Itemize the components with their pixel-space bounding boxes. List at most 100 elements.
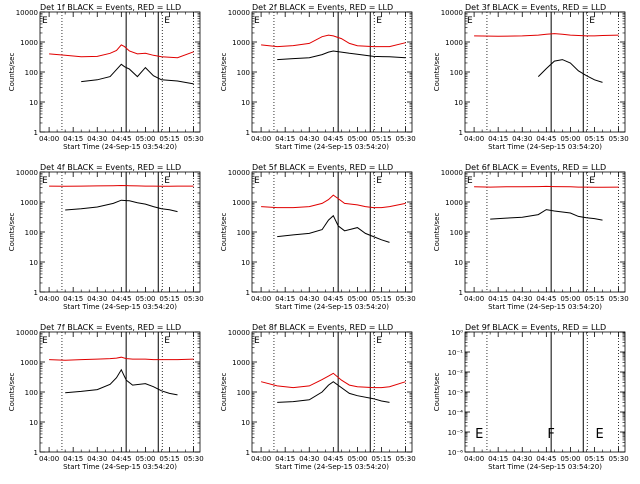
y-tick-label: 10000 (16, 329, 38, 337)
y-tick-label: 1000 (445, 199, 463, 207)
x-tick-label: 04:45 (536, 295, 556, 303)
mode-marker-label: E (376, 176, 382, 186)
x-tick-label: 04:15 (488, 455, 508, 463)
lld-series-line (474, 185, 619, 188)
x-tick-label: 04:30 (512, 455, 532, 463)
panel-det-3f: Det 3f BLACK = Events, RED = LLD 1 10 100 10… (433, 3, 629, 151)
mode-marker-label: E (376, 16, 382, 26)
panel-det-8f: Det 8f BLACK = Events, RED = LLD 1 10 100 10… (220, 323, 416, 471)
x-tick-label: 04:00 (39, 135, 59, 143)
x-tick-label: 04:45 (111, 135, 131, 143)
x-tick-label: 04:00 (464, 295, 484, 303)
mode-marker-label: E (467, 16, 473, 26)
panel-title: Det 9f BLACK = Events, RED = LLD (465, 323, 606, 332)
mode-marker-label: E (589, 176, 595, 186)
plot-frame (251, 331, 413, 453)
events-series-line (81, 63, 194, 85)
panel-det-9f: Det 9f BLACK = Events, RED = LLD 10⁻⁶ 10⁻⁵… (433, 323, 629, 471)
x-tick-label: 04:15 (488, 295, 508, 303)
y-tick-label: 1000 (232, 199, 250, 207)
panel-title: Det 4f BLACK = Events, RED = LLD (40, 163, 181, 172)
x-axis-label: Start Time (24-Sep-15 03:54:20) (63, 463, 177, 471)
mode-marker-label: E (254, 176, 260, 186)
y-tick-label: 10000 (228, 169, 250, 177)
x-tick-label: 04:45 (111, 295, 131, 303)
mode-marker-label: E (376, 336, 382, 346)
x-tick-label: 05:15 (584, 455, 604, 463)
y-tick-label: 10 (29, 99, 38, 107)
mode-marker-label: E (589, 16, 595, 26)
x-tick-label: 04:00 (251, 455, 271, 463)
panel-title: Det 5f BLACK = Events, RED = LLD (252, 163, 393, 172)
y-axis-label: Counts/sec (433, 213, 441, 252)
mode-marker-label: E (164, 176, 170, 186)
x-tick-label: 05:30 (608, 295, 628, 303)
panel-title: Det 8f BLACK = Events, RED = LLD (252, 323, 393, 332)
y-axis-label: Counts/sec (8, 53, 16, 92)
x-tick-label: 04:45 (323, 295, 343, 303)
y-tick-label: 10 (29, 259, 38, 267)
y-axis-label: Counts/sec (220, 53, 228, 92)
x-tick-label: 05:30 (608, 455, 628, 463)
x-tick-label: 04:30 (87, 295, 107, 303)
x-tick-label: 04:45 (536, 455, 556, 463)
y-tick-label: 10000 (228, 329, 250, 337)
y-tick-label: 10⁻⁶ (448, 449, 464, 457)
x-tick-label: 05:30 (608, 135, 628, 143)
x-tick-label: 04:30 (299, 135, 319, 143)
x-tick-label: 04:15 (63, 455, 83, 463)
panel-det-2f: Det 2f BLACK = Events, RED = LLD 1 10 100 10… (220, 3, 416, 151)
y-tick-label: 10 (241, 259, 250, 267)
y-tick-label: 100 (450, 69, 463, 77)
y-tick-label: 100 (25, 229, 38, 237)
x-tick-label: 04:15 (63, 135, 83, 143)
panel-title: Det 3f BLACK = Events, RED = LLD (465, 3, 606, 12)
y-tick-label: 10000 (228, 9, 250, 17)
panel-title: Det 2f BLACK = Events, RED = LLD (252, 3, 393, 12)
mode-marker-label: E (254, 16, 260, 26)
x-tick-label: 04:30 (512, 295, 532, 303)
x-tick-label: 05:30 (183, 295, 203, 303)
y-tick-label: 100 (237, 69, 250, 77)
x-tick-label: 05:30 (395, 455, 415, 463)
panel-title: Det 1f BLACK = Events, RED = LLD (40, 3, 181, 12)
x-tick-label: 05:30 (183, 135, 203, 143)
x-tick-label: 05:00 (347, 295, 367, 303)
events-series-line (65, 199, 178, 213)
y-tick-label: 100 (237, 229, 250, 237)
events-series-line (490, 209, 603, 221)
plot-frame (39, 11, 201, 133)
y-tick-label: 1000 (20, 359, 38, 367)
y-tick-label: 10⁻¹ (448, 349, 464, 357)
lld-series-line (49, 356, 194, 361)
events-series-line (277, 50, 406, 61)
plot-frame (251, 171, 413, 293)
y-tick-label: 10⁻³ (448, 389, 464, 397)
y-tick-label: 10000 (441, 9, 463, 17)
x-tick-label: 05:00 (135, 135, 155, 143)
lld-series-line (261, 194, 406, 209)
x-axis-label: Start Time (24-Sep-15 03:54:20) (275, 143, 389, 151)
y-tick-label: 1 (246, 289, 250, 297)
x-tick-label: 05:00 (135, 455, 155, 463)
y-tick-label: 1000 (445, 39, 463, 47)
x-tick-label: 04:45 (323, 135, 343, 143)
y-tick-label: 1 (34, 449, 38, 457)
y-tick-label: 10000 (441, 169, 463, 177)
x-axis-label: Start Time (24-Sep-15 03:54:20) (275, 463, 389, 471)
x-tick-label: 04:45 (323, 455, 343, 463)
x-tick-label: 05:00 (560, 295, 580, 303)
panel-det-4f: Det 4f BLACK = Events, RED = LLD 1 10 100 10… (8, 163, 204, 311)
panel-det-7f: Det 7f BLACK = Events, RED = LLD 1 10 100 10… (8, 323, 204, 471)
events-series-line (65, 368, 178, 396)
y-tick-label: 10⁻⁵ (448, 429, 464, 437)
x-tick-label: 04:00 (251, 295, 271, 303)
y-axis-label: Counts/sec (220, 373, 228, 412)
x-tick-label: 04:30 (299, 455, 319, 463)
x-axis-label: Start Time (24-Sep-15 03:54:20) (488, 143, 602, 151)
y-tick-label: 1 (34, 129, 38, 137)
mode-marker-label: E (42, 16, 48, 26)
y-tick-label: 1000 (20, 199, 38, 207)
x-tick-label: 04:00 (39, 455, 59, 463)
x-tick-label: 05:00 (347, 135, 367, 143)
